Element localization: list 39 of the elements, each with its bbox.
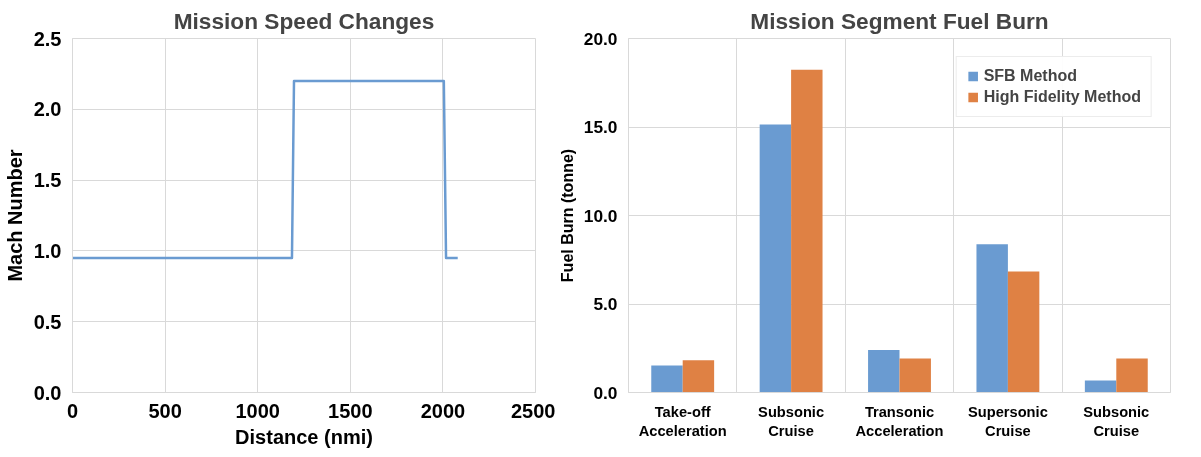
y-tick-label: 1.0 — [33, 239, 62, 262]
bar — [1007, 271, 1040, 393]
x-tick-label: 0 — [66, 399, 79, 422]
y-axis-title: Fuel Burn (tonne) — [558, 148, 576, 283]
x-tick-label: 2000 — [420, 399, 466, 422]
y-tick-label: 0.0 — [593, 382, 618, 403]
bar — [682, 360, 715, 393]
legend-label: High Fidelity Method — [983, 88, 1141, 106]
bar — [976, 244, 1008, 393]
bar — [1116, 358, 1148, 393]
y-tick-label: 5.0 — [593, 294, 618, 314]
y-tick-label: 0.5 — [33, 310, 62, 333]
x-tick-label: Take-off Acceleration — [638, 403, 727, 439]
x-tick-label: Transonic Acceleration — [855, 403, 944, 439]
y-tick-label: 1.5 — [33, 169, 62, 192]
x-tick-label: 2500 — [511, 399, 556, 422]
y-tick-label: 0.0 — [33, 381, 62, 404]
x-tick-label: 1000 — [235, 399, 280, 422]
bar — [791, 69, 823, 393]
bar — [868, 350, 900, 393]
x-tick-label: 1500 — [328, 399, 373, 422]
x-tick-label: Subsonic Cruise — [758, 403, 825, 439]
x-axis-title: Distance (nmi) — [235, 425, 373, 448]
y-tick-label: 2.0 — [33, 98, 62, 121]
chart-title: Mission Speed Changes — [173, 7, 435, 34]
x-tick-label: 500 — [148, 399, 182, 422]
y-tick-label: 20.0 — [583, 28, 618, 49]
chart-title: Mission Segment Fuel Burn — [750, 7, 1049, 34]
bar — [899, 358, 931, 393]
bar — [759, 124, 792, 393]
legend-label: SFB Method — [983, 67, 1077, 85]
y-tick-label: 10.0 — [583, 205, 618, 226]
x-tick-label: Supersonic Cruise — [967, 403, 1048, 439]
y-tick-label: 2.5 — [33, 27, 62, 50]
y-tick-label: 15.0 — [583, 117, 618, 137]
bar — [651, 365, 683, 393]
y-axis-title: Mach Number — [3, 149, 26, 282]
bar — [1084, 380, 1117, 393]
x-tick-label: Subsonic Cruise — [1083, 403, 1150, 439]
